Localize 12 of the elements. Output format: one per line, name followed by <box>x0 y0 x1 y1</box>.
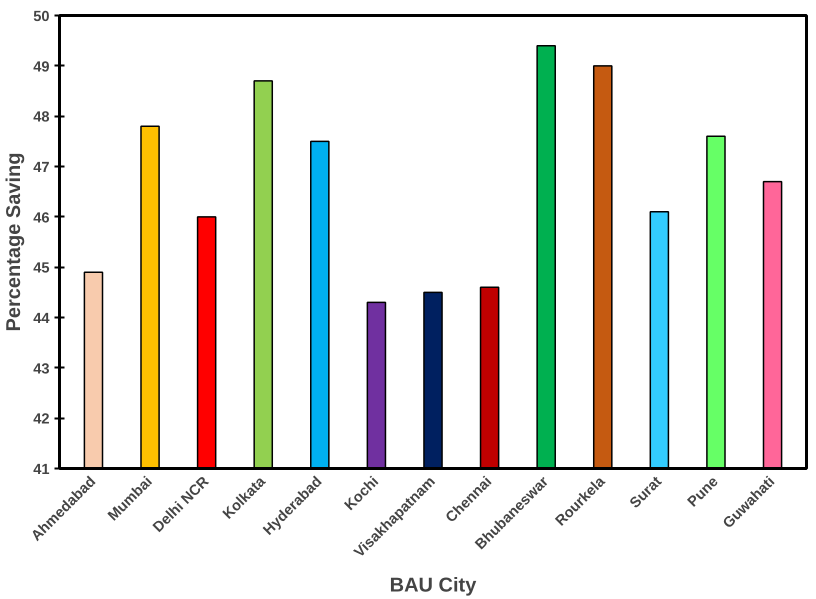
y-tick-label: 47 <box>33 160 50 176</box>
x-axis-title: BAU City <box>390 574 478 597</box>
y-tick-label: 49 <box>33 59 50 76</box>
y-tick-label: 44 <box>33 311 50 327</box>
y-tick-label: 46 <box>33 210 50 226</box>
y-tick-label: 45 <box>33 260 50 277</box>
y-tick-label: 42 <box>33 412 50 428</box>
y-axis-title: Percentage Saving <box>3 152 26 332</box>
y-tick-label: 50 <box>33 9 50 25</box>
y-tick-label: 41 <box>33 462 50 478</box>
y-tick-label: 48 <box>33 110 50 126</box>
y-tick-label: 43 <box>33 361 50 378</box>
